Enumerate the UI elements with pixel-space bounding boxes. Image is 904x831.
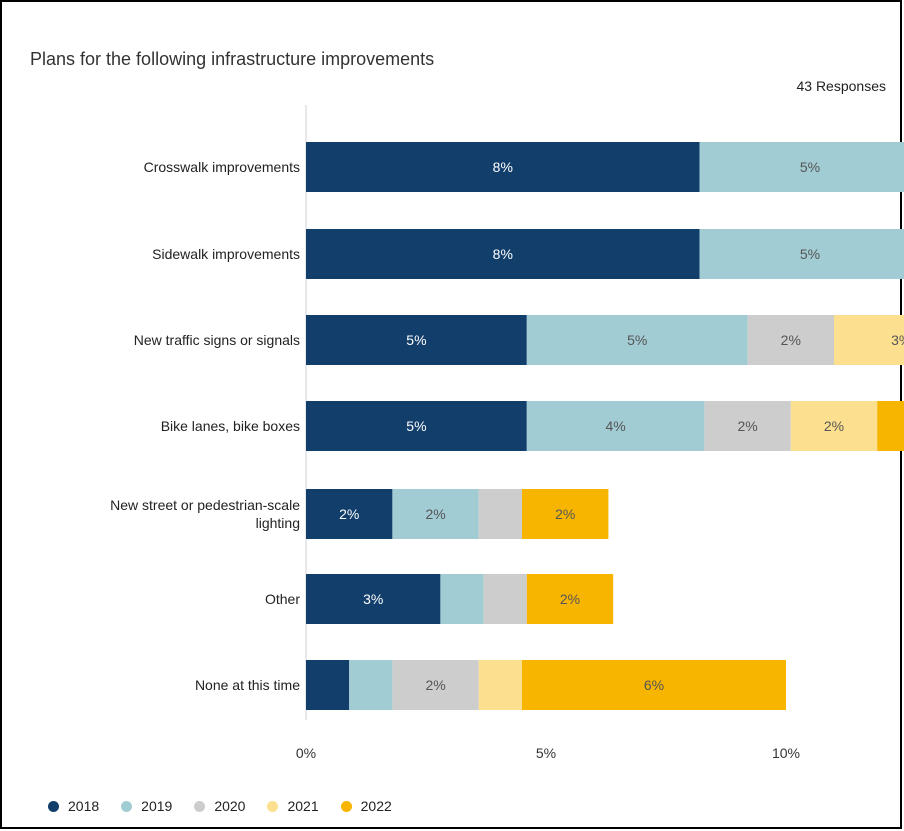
data-label: 8% [493,246,513,262]
bar-segment-2018 [306,489,393,539]
bar-segment-2021 [790,401,878,451]
legend-label: 2021 [287,798,319,814]
bar-segment-2020 [392,660,479,710]
data-label: 2% [425,506,445,522]
chart-legend: 2018 2019 2020 2021 2022 [48,798,414,814]
data-label: 6% [644,677,664,693]
data-label: 5% [406,418,426,434]
bar-segment-2021 [478,660,522,710]
bar-segment-2022 [522,489,609,539]
x-tick-label: 10% [772,745,800,761]
response-count: 43 Responses [796,78,886,94]
category-label: Sidewalk improvements [152,246,300,262]
legend-marker-icon [194,800,206,812]
legend-label: 2018 [68,798,100,814]
bar-segment-2019 [526,315,748,365]
bar-segment-2019 [526,401,705,451]
bar-segment-2019 [392,489,479,539]
data-label: 2% [781,332,801,348]
x-tick-label: 5% [536,745,556,761]
bar-segment-2021 [834,315,904,365]
legend-marker-icon [267,800,279,812]
bar-segment-2019 [699,142,904,192]
data-label: 3% [891,332,904,348]
data-label: 5% [800,246,820,262]
data-label: 5% [627,332,647,348]
data-label: 8% [493,159,513,175]
bar-segment-2018 [306,315,527,365]
legend-item-2018[interactable]: 2018 [48,798,99,814]
bar-segment-2018 [306,660,350,710]
category-label: Other [265,591,300,607]
bar-segment-2018 [306,142,700,192]
bar-segment-2020 [478,489,522,539]
bar-segment-2019 [349,660,393,710]
legend-marker-icon [340,800,352,812]
legend-label: 2020 [214,798,246,814]
data-label: 2% [737,418,757,434]
bar-segment-2018 [306,574,441,624]
data-label: 2% [824,418,844,434]
data-label: 2% [425,677,445,693]
legend-label: 2022 [360,798,392,814]
x-tick-label: 0% [296,745,316,761]
legend-item-2021[interactable]: 2021 [267,798,319,814]
data-label: 5% [800,159,820,175]
data-label: 2% [339,506,359,522]
bar-segment-2018 [306,401,527,451]
legend-marker-icon [121,800,133,812]
bar-segment-2019 [699,229,904,279]
category-label: Crosswalk improvements [144,159,300,175]
bar-segment-2022 [522,660,786,710]
legend-item-2019[interactable]: 2019 [121,798,172,814]
category-label: New street or pedestrian-scale lighting [110,497,300,531]
bar-segment-2022 [526,574,614,624]
legend-item-2020[interactable]: 2020 [194,798,245,814]
data-label: 5% [406,332,426,348]
bar-segment-2020 [704,401,791,451]
bar-segment-2020 [747,315,834,365]
legend-item-2022[interactable]: 2022 [340,798,392,814]
category-label: Bike lanes, bike boxes [161,418,300,434]
bar-segment-2019 [440,574,484,624]
legend-label: 2019 [141,798,173,814]
data-label: 4% [605,418,625,434]
data-label: 2% [555,506,575,522]
bar-segment-2022 [877,401,904,451]
bar-segment-2018 [306,229,700,279]
category-label: None at this time [195,677,300,693]
category-label: New traffic signs or signals [134,332,300,348]
chart-title: Plans for the following infrastructure i… [30,49,435,69]
legend-marker-icon [48,800,59,812]
data-label: 3% [363,591,383,607]
bar-segment-2020 [483,574,527,624]
data-label: 2% [560,591,580,607]
